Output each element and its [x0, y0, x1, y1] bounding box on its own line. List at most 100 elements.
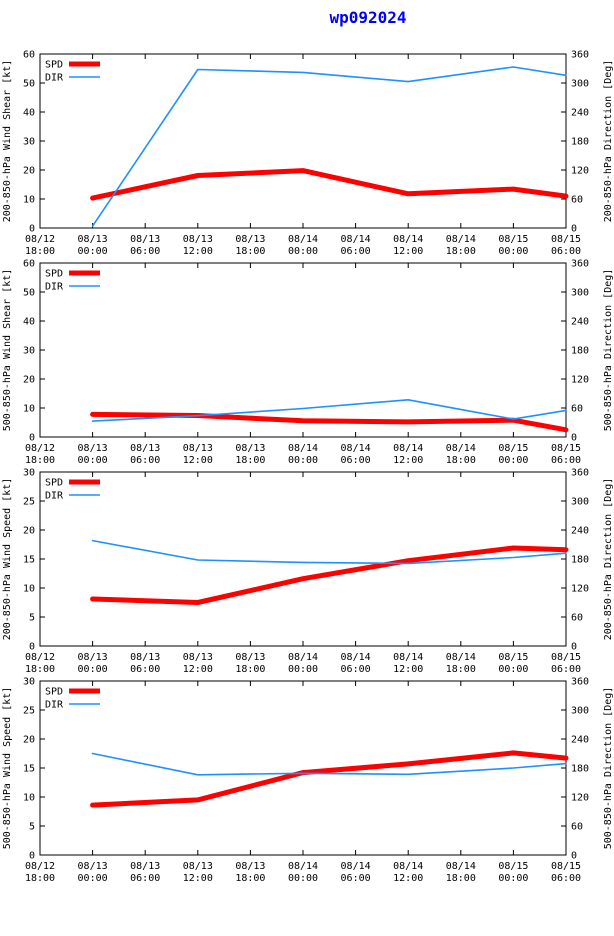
x-tick-time: 18:00: [25, 873, 55, 884]
x-tick-time: 12:00: [393, 873, 423, 884]
left-tick-label: 10: [23, 793, 35, 804]
x-tick-time: 06:00: [551, 873, 581, 884]
x-tick-date: 08/12: [25, 234, 55, 245]
x-tick-time: 12:00: [183, 664, 213, 675]
x-tick-date: 08/14: [341, 443, 371, 454]
legend-label: SPD: [45, 687, 63, 698]
left-tick-label: 30: [23, 137, 35, 148]
y-axis-label-left: 500-850-hPa Wind Speed [kt]: [2, 687, 13, 850]
right-tick-label: 0: [571, 224, 577, 235]
x-tick-time: 18:00: [235, 664, 265, 675]
x-tick-time: 00:00: [498, 873, 528, 884]
right-tick-label: 120: [571, 375, 589, 386]
right-tick-label: 120: [571, 166, 589, 177]
x-tick-date: 08/14: [446, 861, 476, 872]
left-tick-label: 15: [23, 555, 35, 566]
left-tick-label: 50: [23, 79, 35, 90]
x-tick-date: 08/12: [25, 652, 55, 663]
x-tick-date: 08/13: [183, 443, 213, 454]
x-tick-date: 08/12: [25, 861, 55, 872]
left-tick-label: 20: [23, 166, 35, 177]
legend-label: DIR: [45, 491, 64, 502]
right-tick-label: 0: [571, 851, 577, 862]
x-tick-time: 00:00: [78, 246, 108, 257]
left-tick-label: 0: [29, 224, 35, 235]
right-tick-label: 300: [571, 706, 589, 717]
x-tick-date: 08/13: [235, 234, 265, 245]
x-tick-time: 18:00: [446, 664, 476, 675]
chart-title: wp092024: [329, 8, 407, 27]
right-tick-label: 300: [571, 79, 589, 90]
x-tick-time: 06:00: [341, 664, 371, 675]
series-line-dir: [91, 539, 567, 565]
x-tick-time: 00:00: [288, 246, 318, 257]
left-tick-label: 30: [23, 346, 35, 357]
left-tick-label: 10: [23, 195, 35, 206]
plot-frame-2: [39, 262, 567, 438]
x-tick-time: 12:00: [393, 664, 423, 675]
right-tick-label: 60: [571, 822, 583, 833]
x-tick-date: 08/15: [498, 861, 528, 872]
x-tick-date: 08/13: [183, 652, 213, 663]
x-tick-date: 08/13: [78, 443, 108, 454]
right-tick-label: 180: [571, 764, 589, 775]
y-axis-label-left: 200-850-hPa Wind Speed [kt]: [2, 478, 13, 641]
x-tick-date: 08/14: [341, 652, 371, 663]
legend-label: SPD: [45, 478, 63, 489]
left-tick-label: 5: [29, 613, 35, 624]
x-tick-date: 08/14: [393, 443, 423, 454]
legend-label: DIR: [45, 73, 64, 84]
x-tick-date: 08/12: [25, 443, 55, 454]
x-tick-time: 06:00: [341, 246, 371, 257]
x-tick-time: 00:00: [498, 455, 528, 466]
right-tick-label: 240: [571, 735, 589, 746]
x-tick-time: 00:00: [288, 873, 318, 884]
x-tick-time: 18:00: [446, 455, 476, 466]
x-tick-time: 12:00: [393, 246, 423, 257]
right-tick-label: 300: [571, 497, 589, 508]
x-tick-date: 08/14: [288, 652, 318, 663]
right-tick-label: 180: [571, 137, 589, 148]
x-tick-time: 00:00: [498, 246, 528, 257]
left-tick-label: 30: [23, 677, 35, 688]
legend-label: SPD: [45, 60, 63, 71]
left-tick-label: 10: [23, 584, 35, 595]
x-tick-date: 08/14: [288, 234, 318, 245]
left-tick-label: 25: [23, 706, 35, 717]
x-tick-date: 08/13: [235, 443, 265, 454]
y-axis-label-left: 200-850-hPa Wind Shear [kt]: [2, 60, 13, 223]
right-tick-label: 60: [571, 195, 583, 206]
left-tick-label: 60: [23, 50, 35, 61]
x-tick-time: 00:00: [78, 664, 108, 675]
x-tick-date: 08/13: [130, 652, 160, 663]
right-tick-label: 180: [571, 346, 589, 357]
right-tick-label: 360: [571, 677, 589, 688]
x-tick-time: 18:00: [235, 246, 265, 257]
x-tick-time: 18:00: [446, 873, 476, 884]
x-tick-time: 18:00: [235, 455, 265, 466]
x-tick-time: 06:00: [551, 455, 581, 466]
right-tick-label: 240: [571, 317, 589, 328]
x-tick-date: 08/14: [393, 861, 423, 872]
right-tick-label: 240: [571, 108, 589, 119]
series-line-dir: [91, 752, 567, 776]
left-tick-label: 15: [23, 764, 35, 775]
right-tick-label: 240: [571, 526, 589, 537]
series-line-spd: [90, 168, 569, 201]
x-tick-time: 18:00: [25, 455, 55, 466]
y-axis-label-left: 500-850-hPa Wind Shear [kt]: [2, 269, 13, 432]
x-tick-time: 12:00: [393, 455, 423, 466]
x-tick-time: 18:00: [25, 246, 55, 257]
plot-frame-1: [39, 53, 567, 229]
x-tick-date: 08/13: [130, 234, 160, 245]
right-tick-label: 60: [571, 404, 583, 415]
left-tick-label: 40: [23, 108, 35, 119]
x-tick-time: 06:00: [130, 455, 160, 466]
legend-label: SPD: [45, 269, 63, 280]
x-tick-date: 08/14: [446, 652, 476, 663]
x-tick-date: 08/15: [551, 652, 581, 663]
x-tick-date: 08/14: [393, 652, 423, 663]
right-tick-label: 0: [571, 642, 577, 653]
x-tick-time: 00:00: [498, 664, 528, 675]
